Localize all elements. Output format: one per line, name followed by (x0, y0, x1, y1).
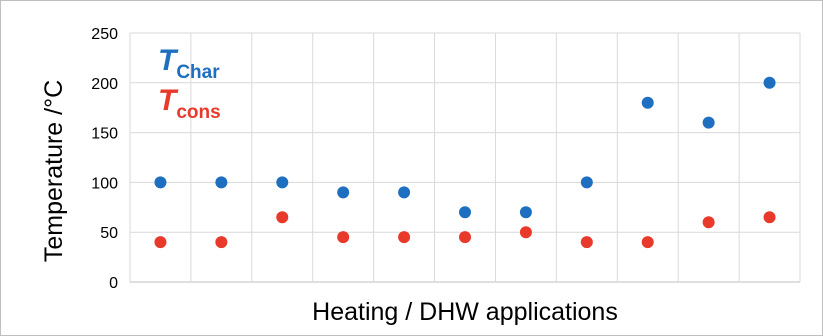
point-t-cons (337, 231, 350, 244)
legend: TChar Tcons (158, 44, 221, 123)
y-tick-label: 200 (91, 76, 118, 93)
point-t-char (763, 76, 776, 89)
data-points (154, 76, 776, 249)
legend-entry-t-char: TChar (158, 44, 220, 83)
point-t-cons (459, 231, 471, 244)
point-t-cons (154, 236, 167, 249)
point-t-char (459, 206, 471, 219)
legend-entry-t-cons: Tcons (158, 84, 221, 123)
y-tick-label: 50 (100, 225, 118, 242)
y-tick-label: 0 (109, 275, 118, 292)
gridlines (129, 32, 801, 283)
legend-symbol-t-cons: T (158, 84, 179, 117)
point-t-char (276, 176, 289, 189)
y-tick-label: 100 (91, 175, 118, 192)
y-tick-label: 250 (91, 26, 118, 43)
legend-subscript-t-char: Char (176, 62, 220, 83)
point-t-cons (580, 236, 593, 249)
point-t-cons (398, 231, 411, 244)
point-t-char (398, 186, 411, 199)
y-tick-labels: 0 50 100 150 200 250 (91, 26, 118, 292)
x-axis-label: Heating / DHW applications (312, 298, 618, 326)
point-t-cons (763, 211, 776, 224)
point-t-cons (641, 236, 654, 249)
point-t-char (519, 206, 532, 219)
legend-symbol-t-char: T (158, 44, 179, 77)
point-t-char (580, 176, 593, 189)
point-t-char (215, 176, 228, 189)
point-t-cons (276, 211, 289, 224)
legend-subscript-t-cons: cons (176, 102, 220, 123)
point-t-char (641, 96, 654, 109)
y-tick-label: 150 (91, 126, 118, 143)
point-t-char (702, 116, 715, 129)
point-t-cons (215, 236, 228, 249)
point-t-cons (519, 226, 532, 239)
point-t-char (154, 176, 167, 189)
y-axis-label: Temperature /°C (40, 80, 68, 262)
point-t-char (337, 186, 350, 199)
point-t-cons (702, 216, 715, 229)
